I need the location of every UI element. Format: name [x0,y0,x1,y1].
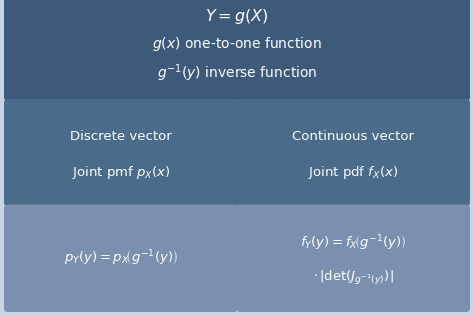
Text: Joint pmf $p_X(x)$: Joint pmf $p_X(x)$ [72,164,170,181]
FancyBboxPatch shape [4,204,238,312]
FancyBboxPatch shape [4,99,238,206]
Text: $Y = g(X)$: $Y = g(X)$ [205,7,269,26]
Text: Discrete vector: Discrete vector [70,130,172,143]
Text: $p_Y(y) = p_X\!\left(g^{-1}(y)\right)$: $p_Y(y) = p_X\!\left(g^{-1}(y)\right)$ [64,248,178,268]
Text: $f_Y(y) = f_X\!\left(g^{-1}(y)\right)$: $f_Y(y) = f_X\!\left(g^{-1}(y)\right)$ [300,234,406,253]
FancyBboxPatch shape [236,204,470,312]
Text: $g^{-1}(y)$ inverse function: $g^{-1}(y)$ inverse function [157,63,317,84]
Text: $g(x)$ one-to-one function: $g(x)$ one-to-one function [152,35,322,53]
Text: $\cdot\,|\mathrm{det}(J_{g^{-1}(y)})|$: $\cdot\,|\mathrm{det}(J_{g^{-1}(y)})|$ [313,269,393,287]
FancyBboxPatch shape [236,99,470,206]
FancyBboxPatch shape [4,0,470,101]
Text: Continuous vector: Continuous vector [292,130,414,143]
Text: Joint pdf $f_X(x)$: Joint pdf $f_X(x)$ [308,164,398,181]
